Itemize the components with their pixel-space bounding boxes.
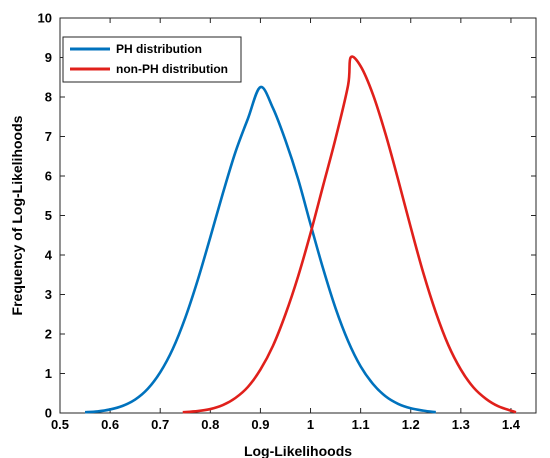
y-tick-label: 10 [38, 11, 52, 26]
x-tick-label: 0.8 [201, 417, 219, 432]
x-tick-label: 0.9 [251, 417, 269, 432]
legend-label-non-ph: non-PH distribution [116, 62, 228, 76]
series-line-ph [84, 85, 436, 414]
x-tick-label: 0.5 [51, 417, 69, 432]
x-tick-label: 1.2 [402, 417, 420, 432]
legend-label-ph: PH distribution [116, 42, 202, 56]
x-tick-label: 1.3 [452, 417, 470, 432]
series-lines [84, 55, 517, 414]
x-tick-label: 0.6 [101, 417, 119, 432]
y-tick-label: 7 [45, 129, 52, 144]
x-axis-ticks: 0.5 0.6 0.7 0.8 0.9 1 1.1 1.2 1.3 1.4 [51, 18, 521, 432]
legend-box [62, 36, 242, 83]
series-line-non-ph [182, 55, 517, 414]
y-axis-ticks: 0 1 2 3 4 5 6 7 8 9 10 [38, 11, 536, 421]
x-tick-label: 1.1 [352, 417, 370, 432]
y-tick-label: 6 [45, 169, 52, 184]
y-tick-label: 3 [45, 287, 52, 302]
y-tick-label: 4 [45, 248, 53, 263]
y-tick-label: 5 [45, 208, 52, 223]
x-axis-title: Log-Likelihoods [244, 443, 352, 458]
x-tick-label: 0.7 [151, 417, 169, 432]
y-tick-label: 8 [45, 90, 52, 105]
y-axis-title: Frequency of Log-Likelihoods [9, 115, 25, 315]
y-tick-label: 9 [45, 50, 52, 65]
y-tick-label: 2 [45, 327, 52, 342]
x-tick-label: 1 [307, 417, 314, 432]
x-tick-label: 1.4 [502, 417, 521, 432]
y-tick-label: 0 [45, 406, 52, 421]
y-tick-label: 1 [45, 366, 52, 381]
legend: PH distribution non-PH distribution [62, 36, 242, 83]
plot-area [59, 17, 537, 414]
